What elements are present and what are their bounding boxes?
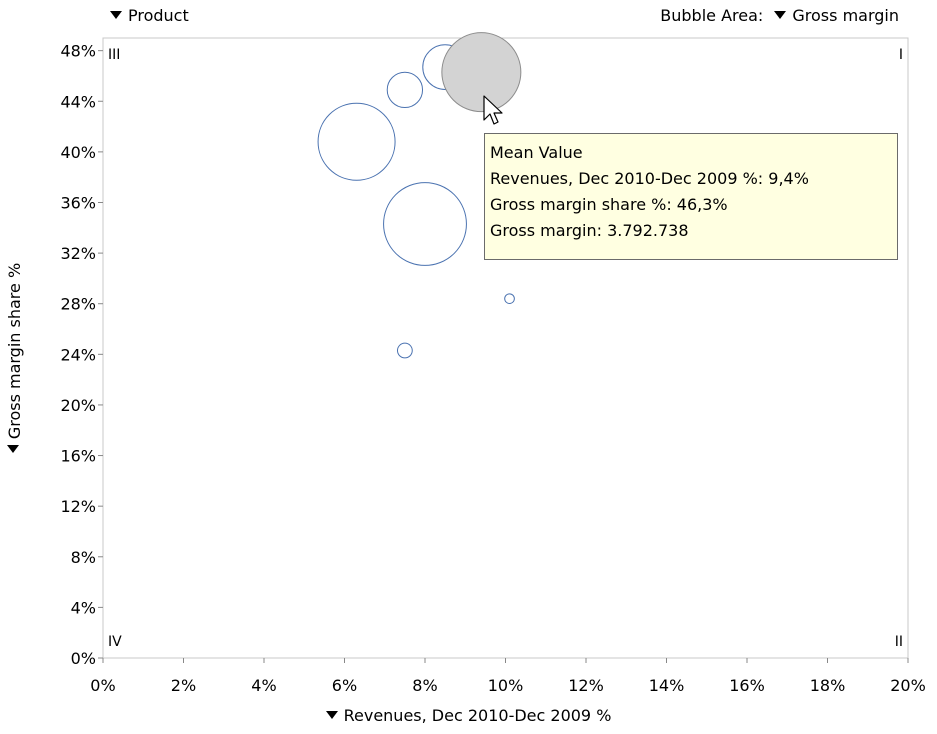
y-tick-label: 0% bbox=[71, 649, 96, 668]
bubble[interactable] bbox=[386, 71, 424, 109]
x-tick-label: 20% bbox=[890, 676, 926, 695]
tooltip-title: Mean Value bbox=[490, 143, 583, 162]
x-tick-label: 10% bbox=[488, 676, 524, 695]
quadrant-label-top-left: III bbox=[108, 47, 120, 63]
y-axis-dropdown[interactable]: Gross margin share % bbox=[5, 193, 25, 523]
y-tick-label: 44% bbox=[60, 92, 96, 111]
plot-area bbox=[102, 37, 909, 659]
x-tick-label: 18% bbox=[810, 676, 846, 695]
mouse-cursor-icon bbox=[483, 95, 503, 125]
dropdown-arrow-icon bbox=[7, 445, 19, 454]
x-tick-label: 6% bbox=[332, 676, 357, 695]
bubble-area-control: Bubble Area: Gross margin bbox=[660, 6, 899, 26]
y-tick-label: 28% bbox=[60, 295, 96, 314]
y-axis-label: Gross margin share % bbox=[5, 262, 24, 440]
y-tick-label: 20% bbox=[60, 396, 96, 415]
x-axis-ticks: 0% 2% 4% 6% 8% 10% 12% 14% 16% 18% 20% bbox=[90, 658, 926, 695]
y-tick-label: 4% bbox=[71, 598, 96, 617]
y-tick-label: 48% bbox=[60, 42, 96, 61]
bubble-area-dropdown[interactable]: Gross margin bbox=[774, 6, 899, 25]
quadrant-label-top-right: I bbox=[899, 47, 903, 63]
x-tick-label: 0% bbox=[90, 676, 115, 695]
dropdown-arrow-icon bbox=[325, 711, 338, 719]
tooltip: Mean Value Revenues, Dec 2010-Dec 2009 %… bbox=[484, 133, 898, 260]
bubbles bbox=[317, 32, 522, 359]
x-tick-label: 14% bbox=[649, 676, 685, 695]
dropdown-arrow-icon bbox=[110, 11, 122, 19]
y-tick-label: 24% bbox=[60, 345, 96, 364]
quadrant-label-bottom-left: IV bbox=[108, 634, 122, 650]
tooltip-line-gross-margin: Gross margin: 3.792.738 bbox=[490, 221, 689, 240]
x-axis-label: Revenues, Dec 2010-Dec 2009 % bbox=[343, 706, 612, 725]
y-tick-label: 16% bbox=[60, 447, 96, 466]
x-tick-label: 16% bbox=[729, 676, 765, 695]
x-axis-dropdown[interactable]: Revenues, Dec 2010-Dec 2009 % bbox=[0, 706, 937, 726]
bubble[interactable] bbox=[396, 342, 413, 359]
y-tick-label: 40% bbox=[60, 143, 96, 162]
x-tick-label: 12% bbox=[568, 676, 604, 695]
bubble-area-prefix: Bubble Area: bbox=[660, 6, 764, 25]
y-axis-ticks: 0% 4% 8% 12% 16% 20% 24% 28% 32% 36% 40% 44% 48% bbox=[60, 42, 103, 668]
product-dropdown-label: Product bbox=[128, 6, 189, 25]
bubble[interactable] bbox=[383, 182, 467, 266]
dropdown-arrow-icon bbox=[774, 11, 787, 19]
y-tick-label: 32% bbox=[60, 244, 96, 263]
bubble[interactable] bbox=[504, 293, 515, 304]
quadrant-label-bottom-right: II bbox=[895, 634, 903, 650]
y-tick-label: 8% bbox=[71, 548, 96, 567]
y-tick-label: 36% bbox=[60, 193, 96, 212]
y-tick-label: 12% bbox=[60, 497, 96, 516]
bubble-highlighted[interactable] bbox=[441, 32, 522, 113]
bubble[interactable] bbox=[317, 102, 396, 181]
product-dropdown[interactable]: Product bbox=[110, 6, 189, 26]
bubble-area-dropdown-label: Gross margin bbox=[792, 6, 899, 25]
x-tick-label: 2% bbox=[171, 676, 196, 695]
tooltip-line-gross-margin-share: Gross margin share %: 46,3% bbox=[490, 195, 728, 214]
tooltip-line-revenues: Revenues, Dec 2010-Dec 2009 %: 9,4% bbox=[490, 169, 809, 188]
x-tick-label: 8% bbox=[412, 676, 437, 695]
x-tick-label: 4% bbox=[251, 676, 276, 695]
